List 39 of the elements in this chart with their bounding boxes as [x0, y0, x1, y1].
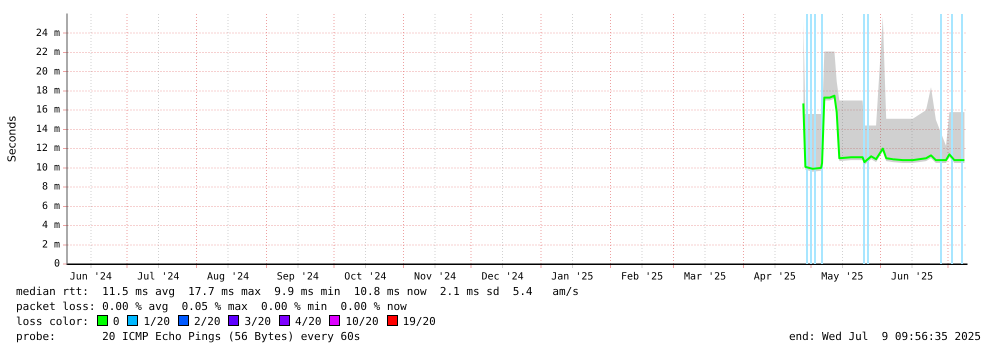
x-tick-label: Jun '25 [890, 272, 934, 283]
y-tick-label: 24 m [36, 28, 60, 39]
legend-label: 10/20 [345, 315, 379, 328]
text: probe: 20 ICMP Echo Pings (56 Bytes) every 60s [16, 330, 360, 343]
legend-label: 4/20 [294, 315, 322, 328]
x-tick-label: Feb '25 [620, 272, 664, 283]
y-tick-label: 16 m [36, 104, 60, 116]
text: median rtt: 11.5 ms avg 17.7 ms max 9.9 ms min 10.8 ms now 2.1 ms sd 5.4 am/s [16, 284, 580, 299]
x-tick-label: Jan '25 [551, 272, 594, 283]
y-tick-label: 20 m [36, 66, 60, 78]
x-tick-label: Dec '24 [481, 272, 524, 283]
x-tick-label: Apr '25 [754, 272, 796, 283]
y-tick-label: 10 m [36, 162, 60, 174]
y-tick-label: 8 m [42, 182, 60, 193]
legend-label: 3/20 [244, 315, 271, 328]
x-tick-label: Sep '24 [276, 272, 319, 283]
x-tick-label: Aug '24 [206, 272, 250, 283]
x-tick-label: Oct '24 [344, 272, 386, 283]
legend-label: 2/20 [194, 315, 220, 328]
y-tick-label: 6 m [42, 200, 60, 212]
legend-label: 1/20 [143, 315, 170, 328]
legend-label: 19/20 [402, 315, 436, 328]
y-tick-label: 22 m [36, 47, 60, 58]
x-tick-label: Mar '25 [684, 272, 726, 283]
x-tick-label: Nov '24 [414, 272, 456, 283]
y-tick-label: 12 m [36, 143, 60, 154]
text: packet loss: 0.00 % avg 0.05 % max 0.00 % min 0.00 % now [16, 299, 408, 314]
x-tick-label: May '25 [821, 272, 864, 283]
legend-title: loss color: [16, 315, 89, 328]
y-tick-label: 14 m [36, 124, 60, 135]
y-tick-label: 2 m [42, 239, 60, 250]
x-tick-label: Jul '24 [137, 272, 180, 283]
y-tick-label: 0 [54, 258, 60, 270]
x-tick-label: Jun '24 [70, 272, 112, 283]
y-axis-title: Seconds [5, 116, 18, 162]
legend-label: 0 [112, 315, 120, 328]
y-tick-label: 4 m [42, 220, 60, 232]
text: end: Wed Jul 9 09:56:35 2025 [788, 329, 981, 344]
y-tick-label: 18 m [36, 86, 60, 97]
